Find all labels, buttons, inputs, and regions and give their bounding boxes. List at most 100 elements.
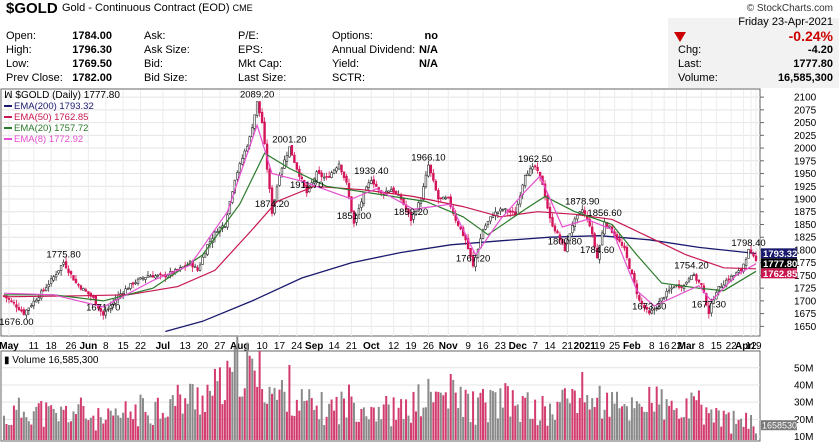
- price-tick-label: 1775: [794, 258, 817, 269]
- candle-down: [618, 238, 621, 242]
- legend-entry: EMA(8) 1772.92: [14, 134, 83, 145]
- yield-value: N/A: [419, 58, 438, 70]
- candle-down: [469, 247, 472, 258]
- volume-bar: [449, 374, 452, 440]
- volume-bar: [258, 351, 261, 440]
- price-annotation: 1754.20: [674, 260, 708, 271]
- volume-bar: [266, 403, 269, 440]
- volume-bar: [20, 417, 23, 440]
- candle-up: [442, 196, 445, 200]
- volume-bar: [524, 397, 527, 440]
- volume-bar: [367, 419, 370, 440]
- date-tick-label: 26: [423, 341, 435, 352]
- candle-down: [260, 111, 264, 124]
- volume-bar: [338, 424, 341, 440]
- ema-lines: [3, 123, 757, 308]
- low-label: Low:: [6, 58, 30, 70]
- volume-bar: [114, 408, 117, 440]
- volume-bar: [97, 408, 100, 440]
- open-label: Open:: [6, 30, 36, 42]
- candle-down: [377, 187, 380, 190]
- candle-up: [489, 216, 492, 222]
- volume-bar: [67, 422, 70, 440]
- volume-bar: [380, 419, 383, 440]
- volume-bar: [194, 409, 197, 440]
- volume-bar: [285, 411, 288, 440]
- volume-bar: [521, 396, 524, 440]
- price-annotation: 1784.60: [580, 245, 614, 256]
- candle-down: [533, 165, 537, 168]
- candle-down: [456, 220, 460, 226]
- volume-bar: [276, 399, 279, 440]
- open-value: 1784.00: [72, 30, 112, 42]
- sctr-label: SCTR:: [332, 72, 365, 84]
- volume-bar: [241, 396, 244, 440]
- price-badge: [761, 248, 797, 259]
- volume-bar: [60, 406, 63, 440]
- candle-down: [754, 255, 758, 261]
- volume-bar: [531, 418, 534, 440]
- candle-down: [563, 242, 567, 252]
- candle-up: [280, 167, 284, 175]
- volume-bar: [571, 389, 574, 440]
- volume-bar: [583, 402, 586, 440]
- candle-up: [685, 281, 688, 285]
- volume-bar: [655, 386, 658, 440]
- volume-bar: [442, 395, 445, 440]
- candle-down: [561, 238, 564, 244]
- options-value: no: [424, 30, 438, 42]
- volume-tick-label: 50M: [794, 363, 813, 374]
- volume-bar: [233, 347, 236, 440]
- volume-bar: [204, 411, 207, 440]
- volume-bar: [343, 398, 346, 440]
- price-badge: [761, 258, 797, 269]
- candle-up: [285, 155, 289, 162]
- candle-down: [700, 283, 703, 286]
- volume-bar: [323, 425, 326, 440]
- volume-bar: [164, 417, 167, 440]
- volume-bar: [27, 421, 30, 440]
- volume-bar: [392, 397, 395, 440]
- candle-up: [139, 277, 142, 280]
- volume-bar: [109, 410, 112, 440]
- volume-bar: [434, 391, 437, 440]
- candle-up: [655, 307, 658, 309]
- volume-bar: [149, 423, 152, 440]
- candle-up: [660, 297, 663, 302]
- price-annotation: 1798.40: [731, 238, 765, 249]
- candle-down: [131, 282, 135, 285]
- volume-bar: [340, 391, 343, 440]
- candle-up: [692, 274, 696, 276]
- date-tick-label: 21: [346, 341, 358, 352]
- volume-bar: [752, 426, 755, 440]
- volume-bar: [581, 372, 584, 440]
- candle-up: [367, 182, 371, 188]
- candle-up: [335, 167, 338, 172]
- volume-bar: [57, 421, 60, 440]
- volume-bar: [596, 397, 599, 440]
- volume-bar: [501, 407, 504, 440]
- volume-bar: [345, 417, 348, 440]
- candle-down: [92, 295, 95, 298]
- candle-up: [474, 256, 477, 268]
- price-annotations: 1676.00 1775.80 1671.70 2089.20 1874.20 2001.…: [0, 90, 766, 328]
- percent-change: -0.24%: [788, 28, 833, 44]
- volume-bar: [189, 383, 192, 440]
- date-tick-label: 10: [257, 341, 269, 352]
- volume-bar: [372, 407, 375, 440]
- ema20-path: [4, 152, 757, 302]
- candle-down: [697, 279, 701, 283]
- candle-down: [546, 195, 549, 209]
- volume-bar: [702, 424, 705, 440]
- date-axis: May 11 18 26 Jun 8 15 22 Jul 13 20 27 Aug 10 17 24 Sep 14…: [0, 341, 762, 352]
- yield-label: Yield:: [332, 58, 360, 70]
- volume-bar: [481, 388, 484, 440]
- eps-label: EPS:: [238, 44, 264, 56]
- candle-up: [712, 299, 716, 304]
- candle-down: [394, 191, 398, 194]
- candle-up: [720, 286, 723, 289]
- price-tick-label: 1700: [794, 296, 817, 307]
- candle-up: [52, 276, 55, 281]
- volume-bar: [477, 397, 480, 440]
- price-annotation: 1851.00: [337, 211, 371, 222]
